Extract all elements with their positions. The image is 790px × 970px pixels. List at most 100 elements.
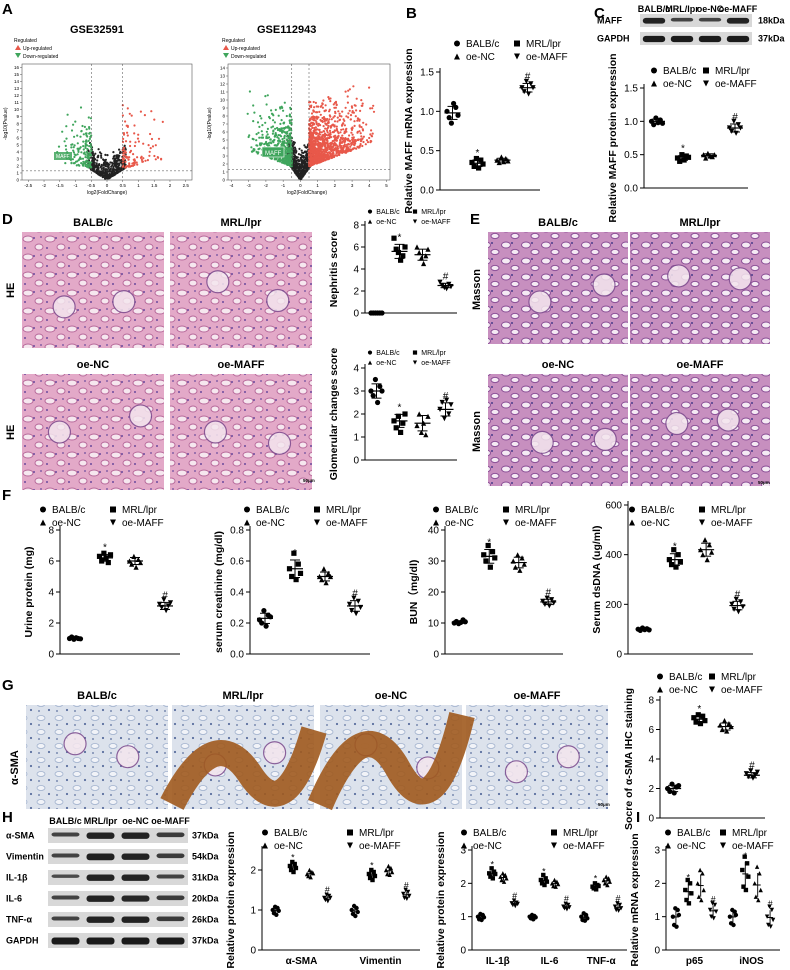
data-point <box>498 874 503 879</box>
ihc-stained-vessel <box>308 711 475 811</box>
y-tick-label: 3 <box>460 846 466 857</box>
volcano-point <box>116 171 119 174</box>
volcano-point <box>354 140 357 143</box>
y-tick-label: 8 <box>353 221 359 232</box>
volcano-point <box>102 166 105 169</box>
legend-label: oe-MAFF <box>421 219 450 226</box>
volcano-point <box>303 167 306 170</box>
volcano-point <box>85 128 88 131</box>
y-tick-label: 200 <box>605 600 622 611</box>
volcano-point <box>103 161 106 164</box>
volcano-point <box>333 144 336 147</box>
data-point <box>533 915 538 920</box>
volcano-point <box>128 156 131 159</box>
volcano-point <box>285 163 288 166</box>
blot-strip <box>48 933 188 948</box>
volcano-point <box>102 164 105 167</box>
volcano-point <box>314 126 317 129</box>
volcano-point <box>70 129 74 132</box>
volcano-point <box>302 162 305 165</box>
volcano-point <box>314 137 317 140</box>
volcano-point <box>299 163 302 166</box>
data-point <box>742 854 747 859</box>
volcano-point <box>287 156 290 160</box>
volcano-point <box>98 151 102 154</box>
data-point <box>357 604 364 611</box>
data-point <box>494 157 500 163</box>
volcano-point <box>123 144 126 147</box>
volcano-point <box>319 161 322 164</box>
volcano-point <box>140 158 143 161</box>
blot-strip <box>48 891 188 906</box>
data-point <box>425 246 431 252</box>
volcano-point <box>322 130 325 133</box>
x-tick-label: 5 <box>385 183 388 188</box>
data-point <box>671 790 677 796</box>
blot-kda-label: 18kDa <box>758 16 786 26</box>
volcano-point <box>149 132 152 136</box>
volcano-point <box>102 175 105 178</box>
histology-ihc: BALB/c MRL/lpr oe-NC oe-MAFF α-SMA 50μm <box>9 690 610 811</box>
volcano-point <box>289 136 292 139</box>
volcano-point <box>323 110 326 113</box>
blot-row-label: MAFF <box>597 16 622 26</box>
volcano-point <box>308 161 311 164</box>
data-point <box>131 553 137 559</box>
volcano-point <box>372 104 375 107</box>
panel-letter-a: A <box>2 1 13 18</box>
volcano-point <box>344 151 347 154</box>
volcano-point <box>339 144 343 147</box>
y-tick-label: 6 <box>648 725 654 736</box>
significance-mark: # <box>325 885 330 895</box>
volcano-point <box>308 101 311 104</box>
volcano-point <box>357 138 360 141</box>
data-point <box>710 901 715 906</box>
volcano-point <box>253 111 256 114</box>
data-point <box>261 608 267 614</box>
data-point <box>733 912 739 918</box>
volcano-point <box>123 149 126 152</box>
volcano-point <box>122 133 126 136</box>
data-point <box>290 859 295 865</box>
y-tick-label: 2 <box>16 163 19 168</box>
volcano-point <box>315 133 318 136</box>
volcano-point <box>280 119 283 122</box>
data-point <box>675 907 680 913</box>
significance-mark: # <box>749 761 755 772</box>
chart-f3: BALB/c MRL/lpr oe-NC oe-MAFF 0 10 20 30 40 BUN（mg… <box>407 505 563 661</box>
data-point <box>686 901 692 906</box>
volcano-point <box>313 131 317 134</box>
glomerulus <box>667 264 691 288</box>
data-point <box>471 163 477 169</box>
volcano-point <box>335 144 338 147</box>
blot-row-label: Vimentin <box>6 852 44 862</box>
data-point <box>505 158 511 164</box>
y-tick-label: 6 <box>16 135 19 140</box>
glomerulus <box>530 430 554 454</box>
legend-circle-marker-icon <box>651 67 657 74</box>
data-point <box>515 901 520 907</box>
legend-label: BALB/c <box>376 209 400 216</box>
volcano-point <box>339 146 342 149</box>
data-point <box>728 723 734 730</box>
y-tick-label: 1.0 <box>624 117 638 128</box>
volcano-point <box>265 130 268 133</box>
volcano-point <box>333 101 337 104</box>
data-point <box>306 873 311 879</box>
data-point <box>96 553 103 559</box>
data-point <box>287 863 293 869</box>
blot-band <box>121 832 150 839</box>
chart-f4: BALB/c MRL/lpr oe-NC oe-MAFF 0 200 400 600 Serum… <box>591 501 753 661</box>
volcano-point <box>126 124 129 127</box>
volcano-point <box>328 155 331 158</box>
volcano-point <box>272 119 275 122</box>
volcano-point <box>274 127 277 130</box>
data-point <box>437 406 443 412</box>
histology-image <box>22 232 164 348</box>
legend-down-triangle-marker-icon <box>514 53 520 60</box>
data-point <box>519 85 525 91</box>
volcano-point <box>76 153 79 156</box>
data-point <box>444 108 450 114</box>
data-point <box>469 159 475 166</box>
